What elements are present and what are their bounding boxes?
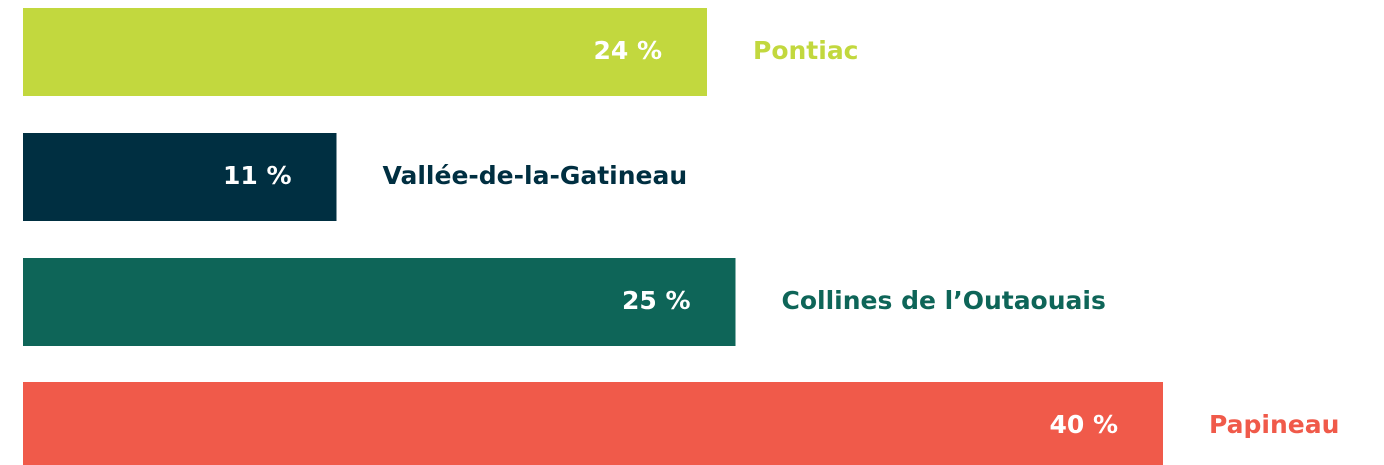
category-label: Vallée-de-la-Gatineau xyxy=(383,161,688,190)
bar xyxy=(23,382,1163,465)
bar xyxy=(23,133,337,221)
value-label: 40 % xyxy=(1049,410,1118,439)
category-label: Collines de l’Outaouais xyxy=(782,286,1106,315)
bar xyxy=(23,8,707,96)
value-label: 24 % xyxy=(593,36,662,65)
category-label: Papineau xyxy=(1209,410,1339,439)
value-label: 11 % xyxy=(223,161,292,190)
value-label: 25 % xyxy=(622,286,691,315)
category-label: Pontiac xyxy=(753,36,859,65)
bar xyxy=(23,258,736,346)
